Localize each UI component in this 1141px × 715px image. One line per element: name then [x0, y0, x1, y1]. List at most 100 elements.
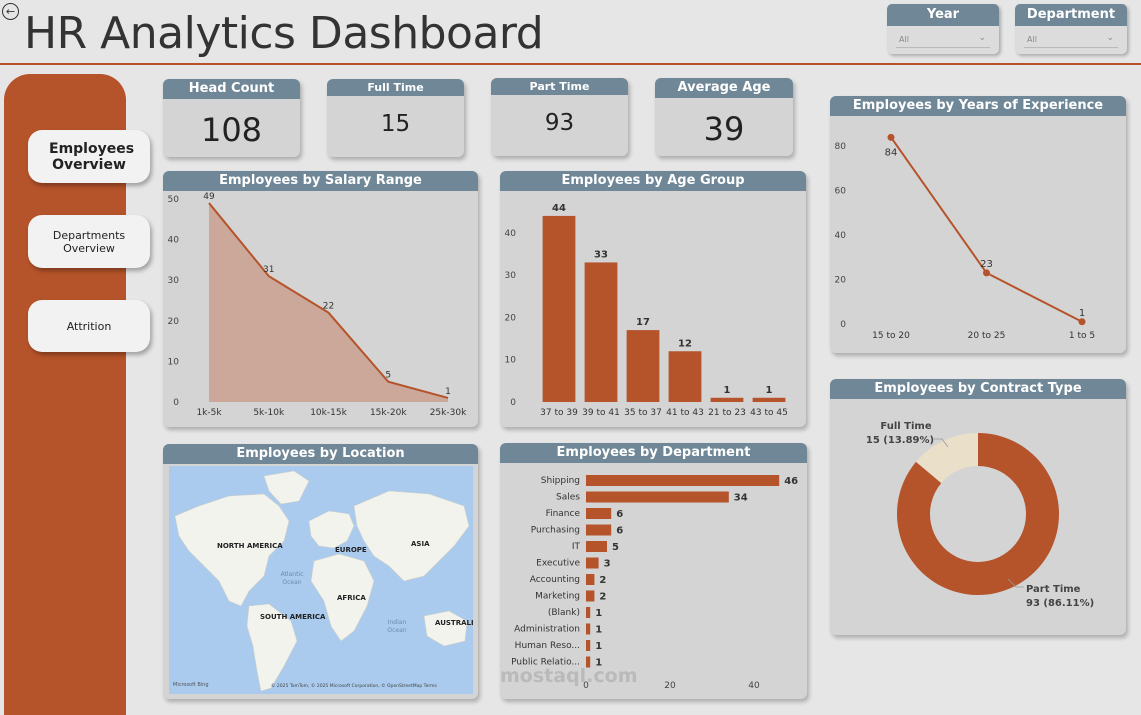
chevron-down-icon: ⌄ [978, 33, 986, 43]
bar [586, 557, 599, 569]
bar [586, 541, 607, 552]
bar [586, 491, 729, 503]
y-tick-label: 20 [168, 317, 180, 327]
y-tick-label: Administration [514, 625, 580, 635]
nav-attrition[interactable]: Attrition [28, 300, 150, 352]
watermark: mostaql.com [500, 665, 638, 687]
age-group-card: Employees by Age Group 0 10 20 30 40 44 37 to … [500, 171, 806, 427]
data-point [983, 269, 990, 277]
bar [586, 607, 591, 618]
data-label: 5 [385, 371, 391, 381]
data-label: 17 [636, 317, 650, 328]
nav-label: Attrition [66, 319, 112, 333]
chart-title: Employees by Years of Experience [830, 96, 1126, 116]
data-label: 84 [885, 147, 898, 158]
nav-label: Departments Overview [52, 228, 126, 255]
x-tick-label: 21 to 23 [708, 408, 746, 418]
data-label: 93 (86.11%) [1026, 598, 1094, 609]
bar [586, 656, 591, 668]
legend-label: Part Time [1026, 584, 1081, 595]
title-divider [0, 63, 1141, 65]
kpi-full-time: Full Time 15 [327, 79, 464, 157]
chart-title: Employees by Contract Type [830, 379, 1126, 399]
bing-logo: Microsoft Bing [173, 682, 209, 688]
data-label: 1 [595, 641, 602, 652]
y-tick-label: (Blank) [548, 608, 580, 618]
leader-line [1007, 578, 1024, 588]
bar [626, 330, 660, 402]
bar [586, 640, 591, 651]
data-label: 23 [980, 259, 993, 270]
year-slicer[interactable]: Year All ⌄ [887, 4, 999, 54]
nav-departments-overview[interactable]: Departments Overview [28, 215, 150, 268]
kpi-label: Full Time [327, 79, 464, 96]
y-tick-label: Executive [536, 559, 580, 569]
y-tick-label: 0 [510, 398, 516, 408]
legend-label: Full Time [880, 421, 931, 432]
map-attribution: © 2025 TomTom, © 2025 Microsoft Corporat… [271, 684, 437, 689]
x-tick-label: 40 [748, 681, 760, 691]
x-tick-label: 37 to 39 [540, 408, 578, 418]
department-dropdown[interactable]: All ⌄ [1024, 32, 1118, 48]
data-label: 6 [616, 526, 623, 537]
bar [542, 215, 576, 402]
data-label: 34 [734, 493, 748, 504]
x-tick-label: 10k-15k [310, 408, 347, 418]
kpi-label: Average Age [655, 78, 793, 98]
department-slicer[interactable]: Department All ⌄ [1015, 4, 1127, 54]
kpi-value: 15 [380, 111, 411, 137]
location-card: Employees by Location NORTH AMERICA EURO… [163, 444, 478, 699]
chart-title: Employees by Salary Range [163, 171, 478, 191]
chevron-down-icon: ⌄ [1106, 33, 1114, 43]
y-tick-label: Purchasing [531, 526, 580, 536]
department-card: Employees by Department Shipping 46 Sales 3… [500, 443, 807, 699]
nav-employees-overview[interactable]: Employees Overview [28, 130, 150, 183]
x-tick-label: 0 [583, 681, 589, 691]
y-tick-label: 30 [168, 276, 180, 286]
data-label: 33 [594, 249, 608, 260]
x-tick-label: 39 to 41 [582, 408, 620, 418]
year-dropdown[interactable]: All ⌄ [896, 32, 990, 48]
x-tick-label: 5k-10k [253, 408, 285, 418]
map-continents [174, 470, 470, 692]
kpi-value: 108 [200, 111, 263, 149]
y-tick-label: 40 [835, 231, 847, 241]
x-tick-label: 25k-30k [430, 408, 467, 418]
chart-title: Employees by Age Group [500, 171, 806, 191]
data-label: 3 [604, 559, 611, 570]
data-label: 44 [552, 203, 566, 214]
chart-title: Employees by Department [500, 443, 807, 463]
y-tick-label: 20 [505, 313, 517, 323]
map-label: AUSTRALIA [435, 619, 473, 627]
x-tick-label: 35 to 37 [624, 408, 662, 418]
bar [584, 262, 618, 402]
donut-slice-full-time [915, 433, 978, 484]
data-label: 2 [599, 575, 606, 586]
y-tick-label: Finance [546, 509, 581, 519]
y-tick-label: Sales [556, 493, 580, 503]
data-label: 5 [612, 542, 619, 553]
x-tick-label: 15 to 20 [872, 331, 910, 341]
y-tick-label: 50 [168, 195, 180, 205]
x-tick-label: 20 to 25 [968, 331, 1006, 341]
back-arrow-icon[interactable]: ← [2, 3, 19, 20]
bar [586, 574, 595, 585]
y-tick-label: Marketing [535, 592, 580, 602]
data-label: 12 [678, 338, 692, 349]
world-map[interactable]: NORTH AMERICA EUROPE ASIA Atlantic Ocean… [169, 466, 473, 694]
y-tick-label: 0 [173, 398, 179, 408]
y-tick-label: 10 [505, 356, 517, 366]
contract-type-card: Employees by Contract Type Full Time 15 (… [830, 379, 1126, 635]
x-tick-label: 1k-5k [196, 408, 222, 418]
map-label: Atlantic Ocean [280, 571, 304, 586]
data-label: 15 (13.89%) [866, 435, 934, 446]
data-label: 6 [616, 509, 623, 520]
series-line [890, 136, 1083, 323]
data-label: 1 [724, 385, 731, 396]
data-label: 31 [263, 265, 274, 275]
year-dropdown-value: All [899, 35, 909, 44]
kpi-label: Head Count [163, 79, 300, 99]
y-tick-label: Shipping [541, 476, 580, 486]
x-tick-label: 20 [664, 681, 676, 691]
x-tick-label: 41 to 43 [666, 408, 704, 418]
